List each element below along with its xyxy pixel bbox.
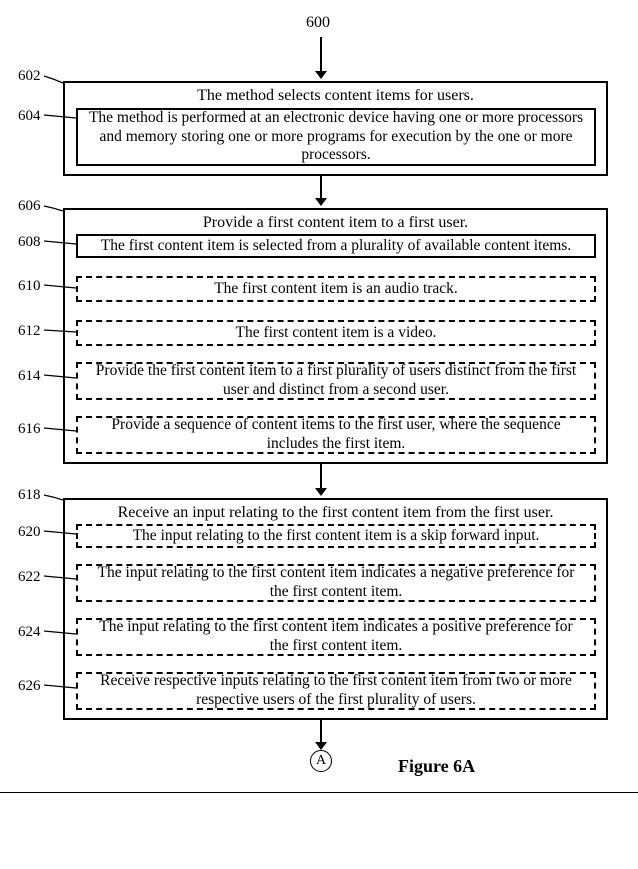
- figure-caption: Figure 6A: [398, 756, 475, 777]
- lead-line-626: [0, 0, 638, 869]
- continuation-circle: A: [310, 750, 332, 772]
- flowchart-canvas: 600The method selects content items for …: [0, 0, 638, 869]
- page-bottom-rule: [0, 792, 638, 793]
